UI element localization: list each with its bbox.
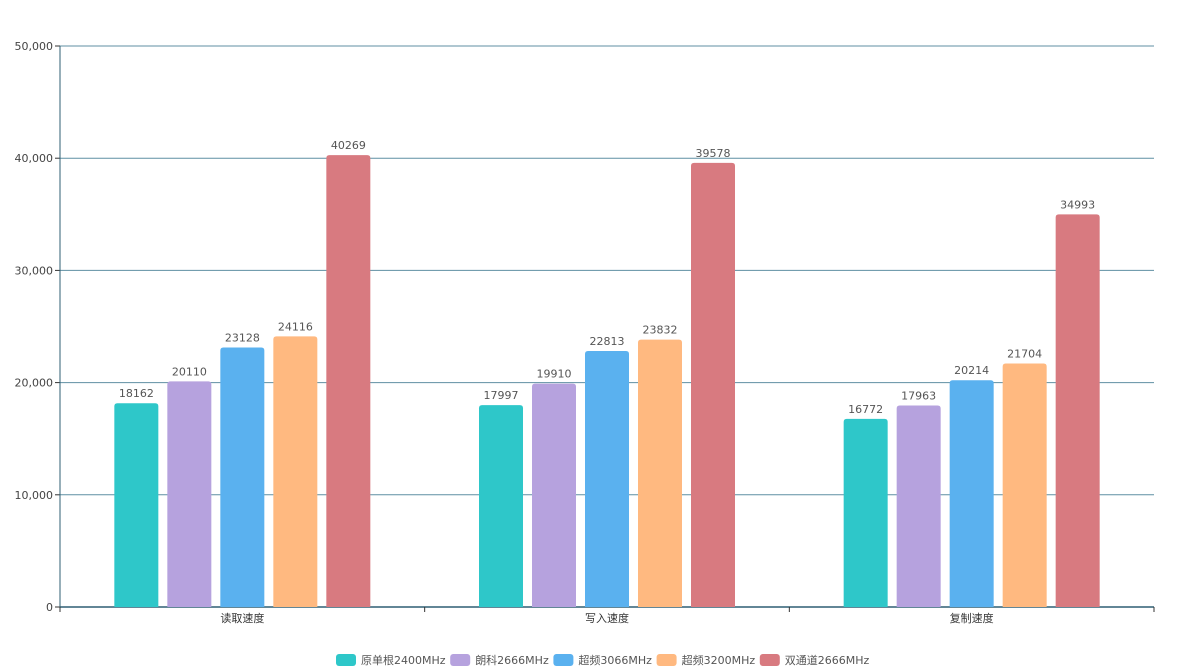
legend-swatch <box>553 654 574 666</box>
y-tick-label: 0 <box>46 601 53 614</box>
x-axis-tick-labels: 读取速度 写入速度 复制速度 <box>220 611 993 625</box>
y-axis-tick-labels: 0 10,000 20,000 30,000 40,000 50,000 <box>15 40 54 614</box>
bar <box>326 155 371 607</box>
data-label: 23128 <box>225 332 260 345</box>
legend-swatch <box>759 654 780 666</box>
data-label: 17963 <box>901 389 936 402</box>
bar <box>1055 214 1100 607</box>
legend-label: 原单根2400MHz <box>361 653 446 667</box>
legend-item[interactable]: 双通道2666MHz <box>759 653 870 667</box>
legend-item[interactable]: 超频3200MHz <box>656 653 756 667</box>
bar <box>479 405 523 607</box>
bar <box>843 418 888 607</box>
y-tick-label: 30,000 <box>15 264 54 277</box>
legend-swatch <box>450 654 471 666</box>
legend-item[interactable]: 原单根2400MHz <box>336 653 446 667</box>
bar <box>896 405 941 607</box>
bar <box>949 380 994 607</box>
bar <box>691 162 735 607</box>
legend-label: 超频3200MHz <box>682 653 756 667</box>
data-label: 19910 <box>537 368 572 381</box>
x-tick-label: 写入速度 <box>585 611 629 625</box>
legend-label: 超频3066MHz <box>578 653 652 667</box>
bar <box>167 381 212 607</box>
data-label: 23832 <box>643 324 678 337</box>
data-label: 40269 <box>331 139 366 152</box>
data-label: 20214 <box>954 364 989 377</box>
x-tick-label: 复制速度 <box>950 611 994 625</box>
bar <box>532 383 576 607</box>
y-tick-label: 10,000 <box>15 489 54 502</box>
y-tick-label: 20,000 <box>15 377 54 390</box>
bar <box>1002 363 1047 607</box>
data-label: 39578 <box>696 147 731 160</box>
legend-label: 双通道2666MHz <box>785 653 870 667</box>
data-label: 17997 <box>484 389 519 402</box>
data-label: 24116 <box>278 320 313 333</box>
legend-swatch <box>336 654 356 666</box>
data-label: 20110 <box>172 365 207 378</box>
legend-swatch <box>656 654 677 666</box>
bar <box>273 336 318 607</box>
bars <box>114 155 1100 607</box>
legend: 原单根2400MHz 朗科2666MHz 超频3066MHz 超频3200MHz 双通道… <box>336 653 870 667</box>
data-label: 22813 <box>590 335 625 348</box>
data-label: 16772 <box>848 403 883 416</box>
y-tick-label: 40,000 <box>15 152 54 165</box>
bar <box>220 347 265 607</box>
y-tick-label: 50,000 <box>15 40 54 53</box>
data-label: 18162 <box>119 387 154 400</box>
legend-item[interactable]: 朗科2666MHz <box>450 653 549 667</box>
bar <box>114 403 159 607</box>
bar <box>585 351 629 607</box>
legend-item[interactable]: 超频3066MHz <box>553 653 652 667</box>
data-label: 21704 <box>1007 347 1042 360</box>
legend-label: 朗科2666MHz <box>475 653 549 667</box>
data-labels: 18162 20110 23128 24116 40269 17997 19910 22813… <box>119 139 1095 416</box>
bar <box>638 339 682 607</box>
data-label: 34993 <box>1060 198 1095 211</box>
x-tick-label: 读取速度 <box>220 611 264 625</box>
